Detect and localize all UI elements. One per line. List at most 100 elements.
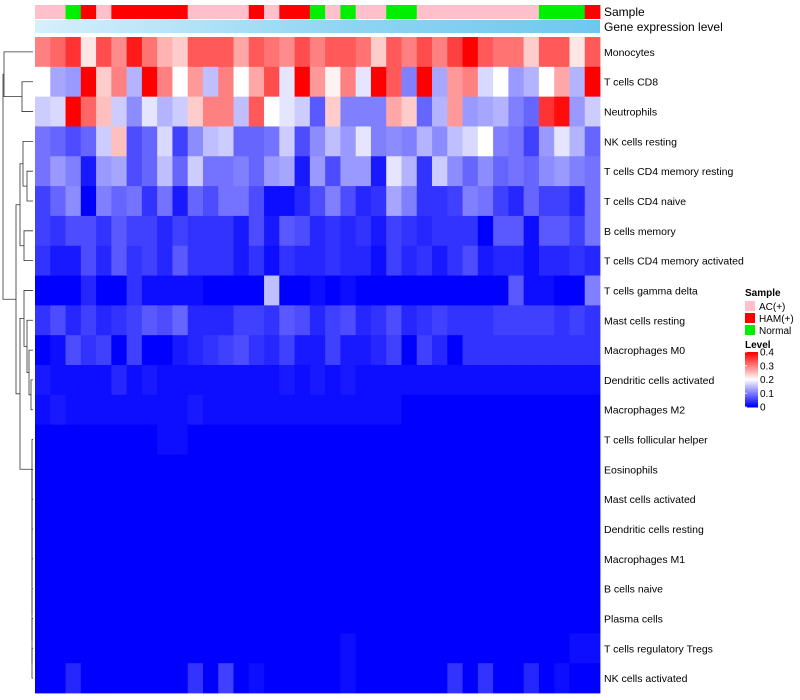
heatmap-cell [141, 156, 158, 187]
heatmap-cell [294, 96, 311, 127]
heatmap-cell [248, 424, 265, 455]
row-label: Monocytes [604, 47, 655, 59]
heatmap-cell [141, 37, 158, 68]
heatmap-cell [187, 275, 204, 306]
legend-colorbar-step [745, 365, 758, 368]
heatmap-cell [233, 96, 250, 127]
heatmap-cell [523, 96, 540, 127]
heatmap-cell [111, 66, 128, 98]
heatmap-cell [172, 394, 189, 426]
heatmap-cell [370, 245, 387, 276]
heatmap-cell [538, 603, 555, 634]
heatmap-cell [386, 215, 402, 247]
heatmap-cell [172, 603, 189, 634]
heatmap-cell [202, 126, 219, 157]
heatmap-cell [584, 603, 601, 634]
heatmap-cell [584, 663, 601, 694]
heatmap-cell [477, 126, 494, 157]
heatmap-cell [96, 215, 112, 247]
heatmap-cell [264, 305, 280, 336]
heatmap-cell [416, 603, 433, 634]
heatmap-cell [386, 37, 402, 68]
heatmap-cell [493, 394, 509, 426]
heatmap-cell [569, 365, 586, 396]
sample-annotation-cell [447, 5, 463, 19]
heatmap-cell [50, 454, 66, 485]
heatmap-cell [248, 573, 265, 604]
heatmap-cell [233, 484, 250, 515]
heatmap-cell [279, 633, 295, 664]
heatmap-cell [157, 663, 173, 694]
heatmap-cell [35, 424, 51, 455]
heatmap-cell [65, 633, 82, 664]
heatmap-cell [202, 663, 219, 694]
heatmap-cell [35, 96, 51, 127]
heatmap-cell [126, 186, 143, 217]
heatmap-cell [233, 603, 250, 634]
heatmap-cell [447, 454, 463, 485]
heatmap-cell [50, 365, 66, 396]
heatmap-cell [432, 514, 448, 545]
heatmap-cell [325, 305, 341, 336]
legend-colorbar-step [745, 401, 758, 404]
heatmap-cell [340, 186, 357, 217]
row-label: Neutrophils [604, 107, 657, 119]
heatmap-cell [157, 186, 173, 217]
legend-colorbar-step [745, 390, 758, 393]
heatmap-cell [264, 275, 280, 306]
sample-annotation-cell [584, 5, 601, 19]
heatmap-cell [157, 305, 173, 336]
legend-colorbar-step [745, 358, 758, 361]
heatmap-cell [157, 603, 173, 634]
heatmap-cell [462, 603, 479, 634]
heatmap-cell [111, 663, 128, 694]
heatmap-cell [493, 126, 509, 157]
heatmap-cell [96, 126, 112, 157]
sample-annotation-cell [386, 5, 402, 19]
heatmap-cell [569, 186, 586, 217]
heatmap-cell [141, 245, 158, 276]
heatmap-cell [309, 126, 326, 157]
heatmap-cell [126, 514, 143, 545]
heatmap-cell [447, 514, 463, 545]
row-label: Dendritic cells resting [604, 524, 704, 536]
heatmap-cell [508, 66, 525, 98]
heatmap-cell [477, 663, 494, 694]
heatmap-cell [35, 663, 51, 694]
heatmap-cell [325, 126, 341, 157]
row-label: Plasma cells [604, 613, 663, 625]
heatmap-cell [233, 37, 250, 68]
sample-annotation-cell [309, 5, 326, 19]
heatmap-cell [126, 275, 143, 306]
heatmap-cell [248, 633, 265, 664]
heatmap-cell [218, 543, 234, 575]
heatmap-cell [309, 484, 326, 515]
row-label: Macrophages M1 [604, 554, 685, 566]
heatmap-cell [508, 573, 525, 604]
heatmap-cell [554, 215, 570, 247]
heatmap-cell [172, 573, 189, 604]
heatmap-cell [523, 126, 540, 157]
heatmap-cell [309, 305, 326, 336]
heatmap-cell [35, 126, 51, 157]
heatmap-cell [554, 66, 570, 98]
heatmap-cell [569, 126, 586, 157]
heatmap-cell [447, 633, 463, 664]
heatmap-cell [584, 96, 601, 127]
heatmap-cell [477, 305, 494, 336]
heatmap-cell [493, 514, 509, 545]
heatmap-cell [218, 603, 234, 634]
heatmap-cell [477, 365, 494, 396]
legend-colorbar-step [745, 363, 758, 365]
heatmap-cell [233, 394, 250, 426]
heatmap-cell [264, 126, 280, 157]
legend-level-title: Level [745, 340, 771, 351]
heatmap-cell [416, 335, 433, 366]
heatmap-cell [569, 275, 586, 306]
heatmap-cell [248, 37, 265, 68]
heatmap-cell [218, 66, 234, 98]
heatmap-cell [187, 96, 204, 127]
heatmap-cell [447, 603, 463, 634]
heatmap-cell [477, 424, 494, 455]
heatmap-cell [141, 96, 158, 127]
